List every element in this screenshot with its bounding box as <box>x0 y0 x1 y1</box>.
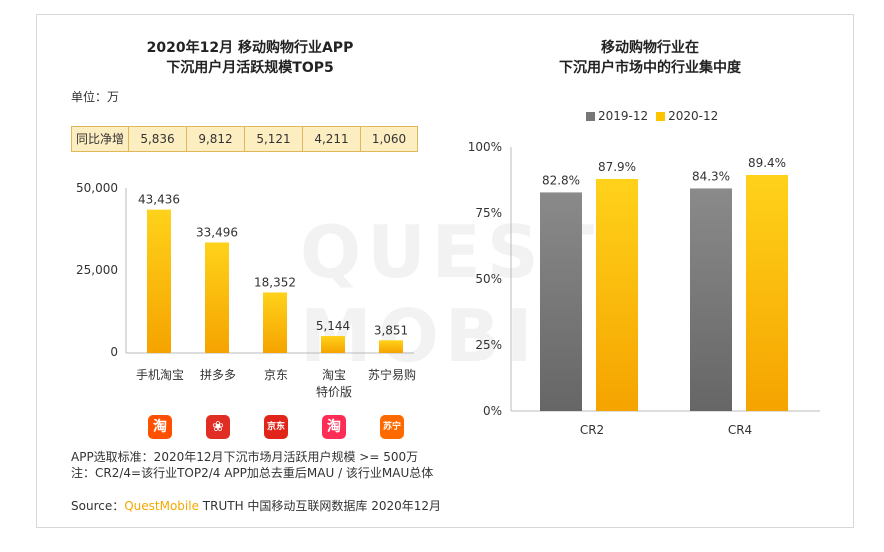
yoy-value: 9,812 <box>187 127 245 151</box>
source-prefix: Source： <box>71 499 125 513</box>
left-title-line1: 2020年12月 移动购物行业APP <box>146 40 354 56</box>
yoy-header: 同比净增 <box>72 127 129 151</box>
source-rest: TRUTH 中国移动互联网数据库 2020年12月 <box>198 499 442 513</box>
left-y-tick: 50,000 <box>76 181 118 195</box>
source-brand: QuestMobile <box>124 499 199 513</box>
left-y-tick: 25,000 <box>76 263 118 277</box>
left-x-label: 京东 <box>263 368 288 382</box>
right-title-line1: 移动购物行业在 <box>601 40 699 56</box>
left-value-label: 5,144 <box>316 319 350 333</box>
yoy-value: 5,121 <box>245 127 303 151</box>
source-line: Source：QuestMobile TRUTH 中国移动互联网数据库 2020… <box>71 497 441 514</box>
right-y-tick: 100% <box>467 140 502 154</box>
legend-item-2019: 2019-12 <box>586 109 648 123</box>
right-chart-title: 移动购物行业在 下沉用户市场中的行业集中度 <box>520 38 780 78</box>
taobao-tejia-logo: 淘 <box>322 415 346 439</box>
notes: APP选取标准：2020年12月下沉市场月活跃用户规模 >= 500万 注：CR… <box>71 449 433 481</box>
right-value-label: 82.8% <box>542 173 580 187</box>
legend: 2019-12 2020-12 <box>586 109 726 123</box>
right-y-tick: 25% <box>475 338 502 352</box>
left-x-label: 拼多多 <box>199 368 236 382</box>
right-title-line2: 下沉用户市场中的行业集中度 <box>559 60 741 76</box>
left-bar <box>379 340 403 353</box>
yoy-value: 4,211 <box>303 127 361 151</box>
right-bar <box>596 178 638 411</box>
left-value-label: 3,851 <box>374 323 408 337</box>
right-x-label: CR4 <box>727 423 753 437</box>
left-bar <box>263 292 287 353</box>
suning-logo: 苏宁 <box>380 415 404 439</box>
right-value-label: 87.9% <box>598 160 636 174</box>
left-bar <box>205 242 229 353</box>
left-value-label: 43,436 <box>138 193 180 207</box>
legend-item-2020: 2020-12 <box>656 109 718 123</box>
right-x-label: CR2 <box>579 423 605 437</box>
unit-label: 单位：万 <box>71 90 120 104</box>
left-bar <box>321 336 345 353</box>
left-y-tick: 0 <box>110 345 118 359</box>
left-title-line2: 下沉用户月活跃规模TOP5 <box>166 60 334 76</box>
legend-swatch-orange <box>656 111 666 121</box>
yoy-row: 同比净增 5,836 9,812 5,121 4,211 1,060 <box>71 126 418 152</box>
right-bar <box>690 188 732 411</box>
left-chart-title: 2020年12月 移动购物行业APP 下沉用户月活跃规模TOP5 <box>100 38 400 78</box>
left-value-label: 18,352 <box>254 275 296 289</box>
legend-label: 2019-12 <box>598 109 649 123</box>
left-x-label: 苏宁易购 <box>367 368 416 382</box>
left-x-label: 手机淘宝 <box>135 368 184 382</box>
pinduoduo-logo: ❀ <box>206 415 230 439</box>
right-y-tick: 75% <box>475 206 502 220</box>
left-x-label: 淘宝 特价版 <box>315 368 352 399</box>
yoy-value: 5,836 <box>129 127 187 151</box>
right-y-tick: 0% <box>482 404 502 418</box>
yoy-value: 1,060 <box>371 132 407 146</box>
right-bar <box>746 174 788 411</box>
right-bar <box>540 192 582 411</box>
note-line: 注：CR2/4=该行业TOP2/4 APP加总去重后MAU / 该行业MAU总体 <box>71 466 434 480</box>
right-value-label: 89.4% <box>748 156 786 170</box>
right-y-tick: 50% <box>475 272 502 286</box>
right-value-label: 84.3% <box>692 169 730 183</box>
left-value-label: 33,496 <box>196 225 238 239</box>
taobao-logo: 淘 <box>148 415 172 439</box>
note-line: APP选取标准：2020年12月下沉市场月活跃用户规模 >= 500万 <box>71 450 419 464</box>
legend-label: 2020-12 <box>668 109 719 123</box>
legend-swatch-gray <box>586 111 595 121</box>
left-bar <box>147 209 171 353</box>
jd-logo: 京东 <box>264 415 288 439</box>
